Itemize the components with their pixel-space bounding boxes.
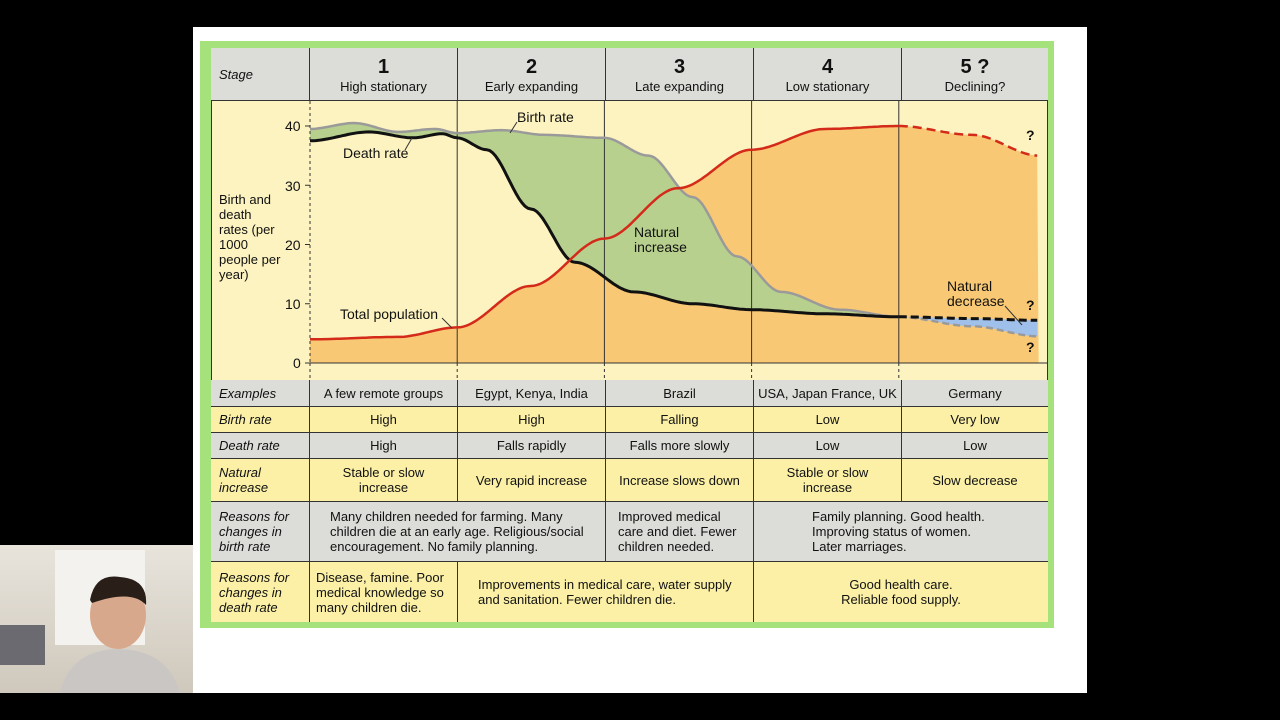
question-mark: ? — [1026, 127, 1035, 143]
stage-4-header: 4 Low stationary — [754, 48, 902, 101]
stage-5-header: 5 ? Declining? — [902, 48, 1048, 101]
stage-number: 2 — [525, 55, 538, 78]
row-label-birth-reasons: Reasons for changes in birth rate — [211, 502, 310, 562]
cell: Brazil — [606, 380, 754, 407]
death-rate-projection — [898, 315, 1038, 322]
y-tick: 20 — [285, 237, 301, 253]
cell: Disease, famine. Poor medical knowledge … — [310, 562, 458, 622]
cell: Good health care. Reliable food supply. — [754, 562, 1048, 622]
cell: Very rapid increase — [458, 459, 606, 502]
row-label-birth-rate: Birth rate — [211, 407, 310, 433]
stage-number: 1 — [377, 55, 390, 78]
total-population-leader — [441, 317, 453, 329]
total-population-line — [310, 124, 899, 341]
birth-rate-leader — [509, 121, 518, 134]
question-mark: ? — [1026, 339, 1035, 355]
cell: Increase slows down — [606, 459, 754, 502]
stage-label: Stage — [211, 48, 310, 101]
natural-decrease-label: Natural decrease — [947, 278, 1005, 309]
natural-increase-label: Natural increase — [634, 224, 687, 255]
cell: Many children needed for farming. Many c… — [310, 502, 606, 562]
stage-name: Low stationary — [785, 78, 870, 94]
stage-number: 3 — [673, 55, 686, 78]
cell: Low — [754, 407, 902, 433]
cell: Falling — [606, 407, 754, 433]
birth-rate-label: Birth rate — [517, 109, 574, 125]
cell: High — [458, 407, 606, 433]
stage-number: 5 ? — [960, 55, 990, 78]
cell: Very low — [902, 407, 1048, 433]
stage-2-header: 2 Early expanding — [458, 48, 606, 101]
row-label-death-rate: Death rate — [211, 433, 310, 459]
cell: Egypt, Kenya, India — [458, 380, 606, 407]
webcam-overlay — [0, 545, 193, 693]
death-rate-leader — [404, 137, 413, 151]
cell: High — [310, 407, 458, 433]
total-population-projection — [898, 124, 1038, 157]
y-axis-label: Birth and death rates (per 1000 people p… — [219, 192, 281, 282]
natural-decrease-leader — [1004, 305, 1023, 326]
y-tick: 30 — [285, 178, 301, 194]
stage-1-header: 1 High stationary — [310, 48, 458, 101]
cell: Stable or slow increase — [310, 459, 458, 502]
total-population-label: Total population — [340, 306, 439, 322]
stage-name: Declining? — [944, 78, 1006, 94]
cell: Falls more slowly — [606, 433, 754, 459]
row-label-examples: Examples — [211, 380, 310, 407]
stage-3-header: 3 Late expanding — [606, 48, 754, 101]
cell: Family planning. Good health. Improving … — [754, 502, 1048, 562]
cell: High — [310, 433, 458, 459]
cell: Low — [754, 433, 902, 459]
cell: Improved medical care and diet. Fewer ch… — [606, 502, 754, 562]
row-label-natural-increase: Natural increase — [211, 459, 310, 502]
y-tick: 40 — [285, 118, 301, 134]
y-tick: 0 — [293, 355, 301, 371]
stage-name: High stationary — [340, 78, 427, 94]
cell: USA, Japan France, UK — [754, 380, 902, 407]
birth-rate-projection — [898, 315, 1038, 338]
cell: Slow decrease — [902, 459, 1048, 502]
cell: Germany — [902, 380, 1048, 407]
stage-number: 4 — [821, 55, 834, 78]
death-rate-label: Death rate — [343, 145, 409, 161]
y-tick: 10 — [285, 296, 301, 312]
stage-name: Late expanding — [635, 78, 724, 94]
presenter-image — [0, 550, 180, 693]
cell: Falls rapidly — [458, 433, 606, 459]
natural-decrease-area — [898, 316, 1038, 337]
cell: A few remote groups — [310, 380, 458, 407]
row-label-death-reasons: Reasons for changes in death rate — [211, 562, 310, 622]
cell: Improvements in medical care, water supp… — [458, 562, 754, 622]
stage-name: Early expanding — [484, 78, 579, 94]
cell: Low — [902, 433, 1048, 459]
question-mark: ? — [1026, 297, 1035, 313]
death-rate-line — [309, 130, 899, 319]
cell: Stable or slow increase — [754, 459, 902, 502]
birth-rate-line — [309, 121, 899, 319]
